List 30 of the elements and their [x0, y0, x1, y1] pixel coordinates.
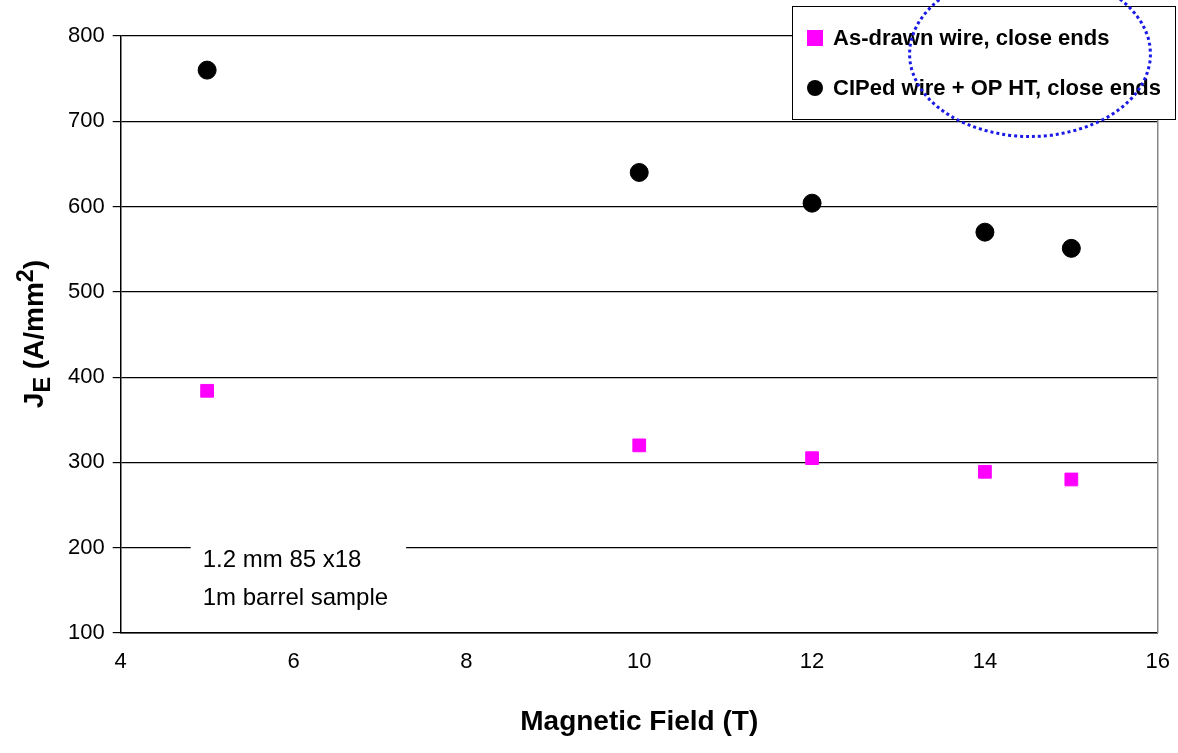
- point: [197, 60, 217, 80]
- x-tick-label: 10: [626, 648, 652, 674]
- x-axis-title: Magnetic Field (T): [520, 704, 759, 736]
- x-tick-label: 16: [1145, 648, 1171, 674]
- x-tick-label: 4: [114, 648, 127, 674]
- y-tick-label: 800: [67, 22, 105, 48]
- annotation: 1m barrel sample: [202, 582, 389, 610]
- y-tick-label: 600: [67, 192, 105, 218]
- y-tick-label: 200: [67, 533, 105, 559]
- point: [802, 193, 822, 213]
- legend-label: CIPed wire + OP HT, close ends: [833, 75, 1161, 101]
- point: [1061, 238, 1081, 258]
- point: [805, 451, 819, 466]
- point: [978, 464, 992, 479]
- x-tick-label: 6: [287, 648, 300, 674]
- legend-label: As-drawn wire, close ends: [833, 25, 1110, 51]
- y-tick-label: 700: [67, 107, 105, 133]
- x-tick-label: 12: [799, 648, 825, 674]
- point: [975, 222, 995, 242]
- y-tick-label: 500: [67, 277, 105, 303]
- x-tick-label: 8: [460, 648, 473, 674]
- point: [632, 438, 647, 453]
- y-tick-label: 400: [67, 363, 105, 389]
- point: [629, 162, 649, 182]
- y-tick-label: 300: [67, 448, 105, 474]
- point: [1064, 472, 1079, 487]
- x-tick-label: 14: [972, 648, 998, 674]
- y-tick-label: 100: [67, 619, 105, 645]
- annotation: 1.2 mm 85 x18: [202, 544, 362, 572]
- point: [200, 383, 214, 398]
